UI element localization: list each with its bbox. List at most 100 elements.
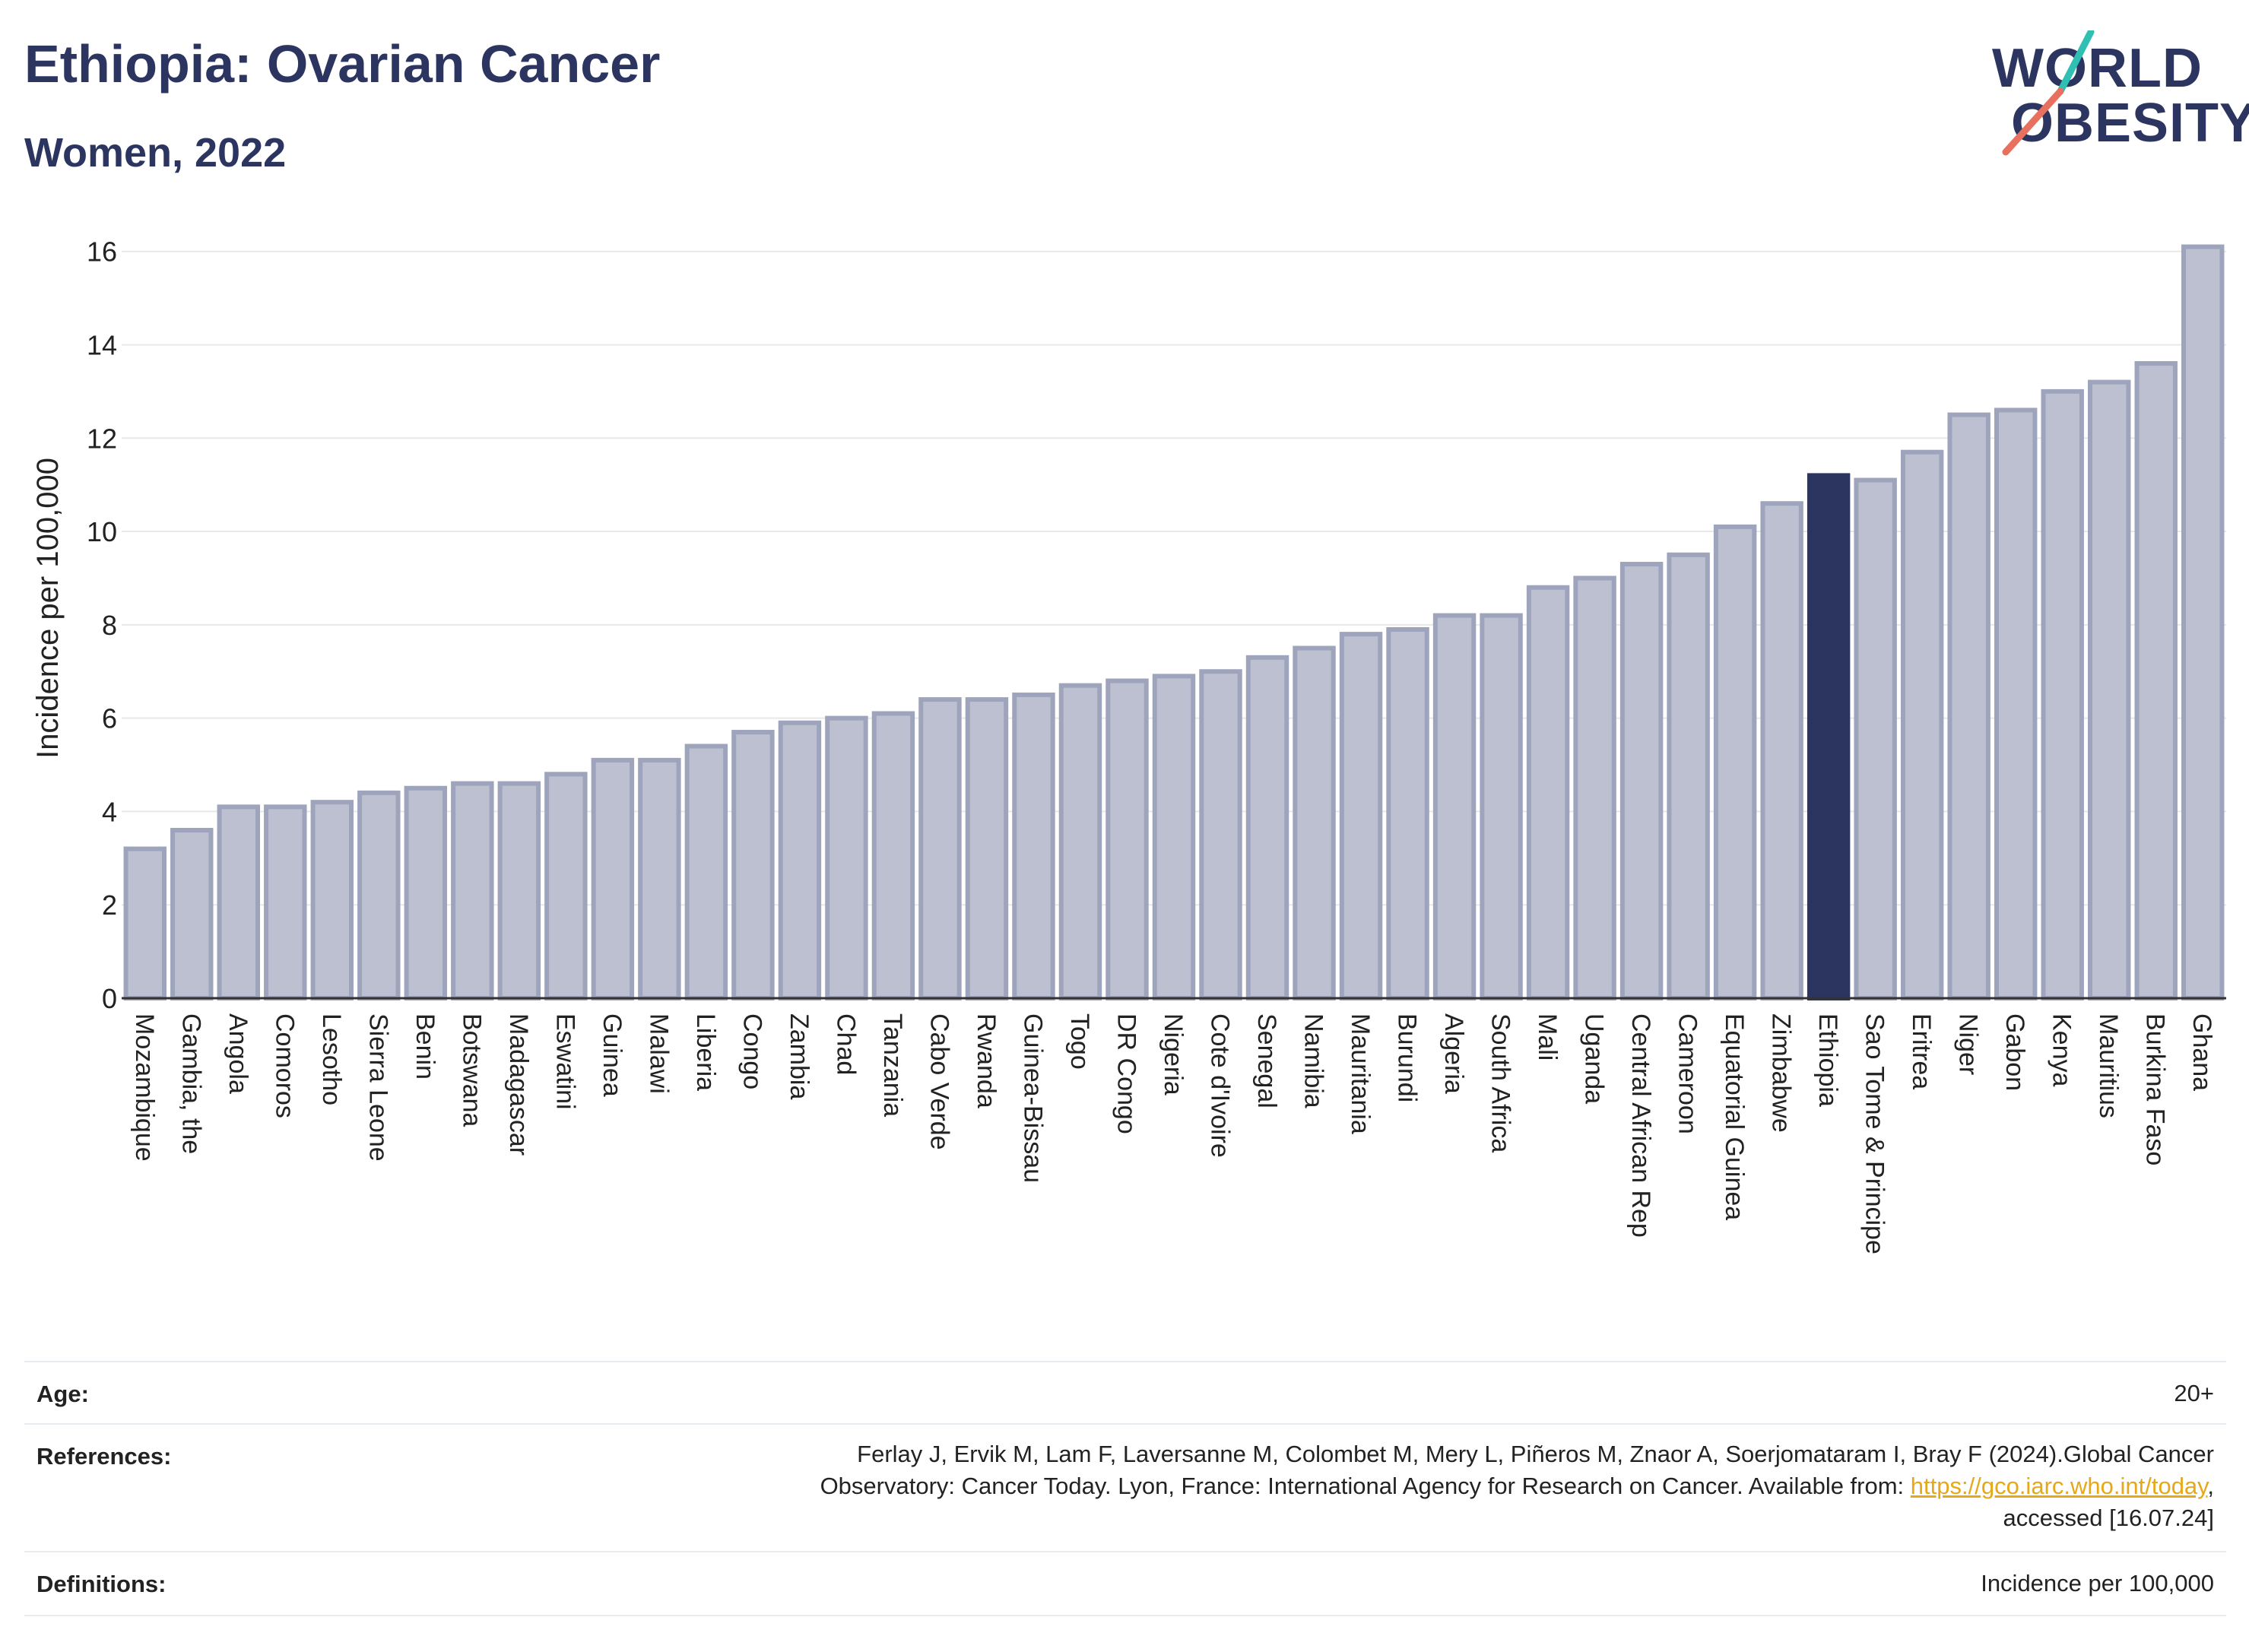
- x-tick-label: Zimbabwe: [1767, 1013, 1796, 1133]
- y-tick-label: 4: [102, 796, 117, 827]
- x-tick-label: Sao Tome & Principe: [1860, 1013, 1889, 1254]
- definitions-value: Incidence per 100,000: [1981, 1570, 2214, 1597]
- x-tick-label: DR Congo: [1112, 1013, 1140, 1134]
- x-tick-label: Gabon: [2000, 1013, 2029, 1091]
- y-tick-label: 10: [87, 516, 117, 547]
- x-tick-label: Niger: [1954, 1013, 1983, 1075]
- references-line-2: Observatory: Cancer Today. Lyon, France:…: [541, 1470, 2214, 1502]
- x-tick-label: Central African Rep: [1626, 1013, 1655, 1238]
- bar: [170, 827, 214, 1000]
- bar: [544, 772, 588, 1000]
- bar: [264, 804, 307, 1000]
- x-tick-label: Benin: [411, 1013, 439, 1080]
- bar: [1012, 692, 1055, 1000]
- bar: [451, 781, 494, 1000]
- bar: [1619, 562, 1664, 1000]
- references-line-1: Ferlay J, Ervik M, Lam F, Laversanne M, …: [857, 1441, 2214, 1467]
- bar: [1526, 585, 1570, 1000]
- x-tick-label: Burundi: [1393, 1013, 1422, 1102]
- x-tick-label: Eswatini: [550, 1013, 579, 1110]
- references-value: Ferlay J, Ervik M, Lam F, Laversanne M, …: [541, 1438, 2214, 1534]
- age-value: 20+: [2174, 1380, 2214, 1406]
- x-tick-label: Namibia: [1299, 1013, 1328, 1108]
- bar: [871, 711, 915, 1000]
- world-obesity-logo: WORLD OBESITY: [1984, 30, 2249, 160]
- definitions-label: Definitions:: [36, 1571, 167, 1597]
- logo-line-1: WORLD: [1992, 38, 2203, 99]
- x-tick-label: Ghana: [2187, 1013, 2216, 1091]
- references-line-2-suffix: ,: [2207, 1473, 2214, 1499]
- bar: [1245, 655, 1289, 1000]
- x-tick-label: Malawi: [644, 1013, 673, 1094]
- x-tick-label: Uganda: [1580, 1013, 1609, 1104]
- bar: [1667, 552, 1710, 1000]
- bar-highlighted: [1806, 473, 1851, 1000]
- bar: [1900, 449, 1944, 1000]
- x-tick-label: Angola: [224, 1013, 252, 1094]
- bar: [217, 804, 260, 1000]
- y-axis-label: Incidence per 100,000: [31, 458, 65, 759]
- bar: [1947, 412, 1990, 1000]
- bar: [2181, 244, 2225, 1001]
- meta-row-references: References: Ferlay J, Ervik M, Lam F, La…: [24, 1423, 2226, 1552]
- x-tick-label: Burkina Faso: [2141, 1013, 2170, 1165]
- bar: [2088, 379, 2131, 1001]
- bar: [1573, 576, 1616, 1001]
- bar: [1199, 669, 1242, 1000]
- references-line-2-text: Observatory: Cancer Today. Lyon, France:…: [820, 1473, 1911, 1499]
- bar: [1293, 645, 1336, 1001]
- y-tick-label: 0: [102, 983, 117, 1014]
- y-tick-label: 2: [102, 889, 117, 921]
- x-tick-label: Equatorial Guinea: [1720, 1013, 1749, 1220]
- bar: [638, 757, 681, 1001]
- x-tick-label: Lesotho: [317, 1013, 346, 1105]
- metadata-table: Age: 20+ References: Ferlay J, Ervik M, …: [24, 1361, 2226, 1619]
- references-line-3: accessed [16.07.24]: [2003, 1505, 2214, 1531]
- bar: [965, 697, 1009, 1000]
- bar: [1152, 674, 1196, 1001]
- bar: [1760, 501, 1803, 1000]
- x-tick-label: Senegal: [1252, 1013, 1281, 1108]
- x-tick-label: South Africa: [1486, 1013, 1515, 1153]
- chart-subtitle: Women, 2022: [24, 130, 287, 176]
- x-tick-label: Guinea-Bissau: [1018, 1013, 1047, 1183]
- axis-layer: 0 2 4 6 8 10 12 14 16 Mozambique Gambia, the Angola…: [87, 236, 2226, 1254]
- x-tick-label: Togo: [1065, 1013, 1094, 1070]
- x-tick-label: Kenya: [2048, 1013, 2076, 1086]
- x-tick-label: Mauritania: [1346, 1013, 1375, 1134]
- references-link[interactable]: https://gco.iarc.who.int/today: [1910, 1473, 2208, 1499]
- y-tick-label: 12: [87, 423, 117, 454]
- bar: [497, 781, 541, 1000]
- x-tick-label: Eritrea: [1907, 1013, 1936, 1089]
- x-tick-label: Comoros: [270, 1013, 299, 1118]
- x-tick-label: Botswana: [457, 1013, 486, 1127]
- bar: [1105, 678, 1149, 1001]
- x-tick-label: Ethiopia: [1813, 1013, 1842, 1107]
- meta-row-definitions: Definitions: Incidence per 100,000: [24, 1551, 2226, 1616]
- x-tick-label: Sierra Leone: [363, 1013, 392, 1162]
- bar: [2041, 388, 2084, 1000]
- x-tick-label: Nigeria: [1159, 1013, 1188, 1096]
- x-tick-label: Liberia: [691, 1013, 720, 1091]
- x-tick-label: Algeria: [1439, 1013, 1468, 1094]
- bar: [2134, 361, 2178, 1000]
- bar: [778, 720, 822, 1000]
- x-tick-label: Cameroon: [1673, 1013, 1702, 1134]
- x-tick-label: Guinea: [598, 1013, 626, 1097]
- x-tick-label: Congo: [738, 1013, 766, 1089]
- y-tick-label: 14: [87, 329, 117, 360]
- meta-row-age: Age: 20+: [24, 1361, 2226, 1425]
- bar: [825, 715, 868, 1000]
- bar: [1713, 524, 1757, 1000]
- x-tick-label: Madagascar: [504, 1013, 533, 1156]
- x-tick-label: Tanzania: [878, 1013, 907, 1117]
- x-tick-label: Cote d'Ivoire: [1206, 1013, 1235, 1158]
- bar: [404, 785, 448, 1001]
- logo-slash-icon: [2002, 30, 2095, 156]
- bar: [684, 744, 728, 1000]
- bar: [1854, 477, 1897, 1000]
- bar: [591, 757, 635, 1001]
- bar: [1432, 613, 1477, 1000]
- bar: [1994, 407, 2038, 1001]
- bar: [918, 697, 962, 1000]
